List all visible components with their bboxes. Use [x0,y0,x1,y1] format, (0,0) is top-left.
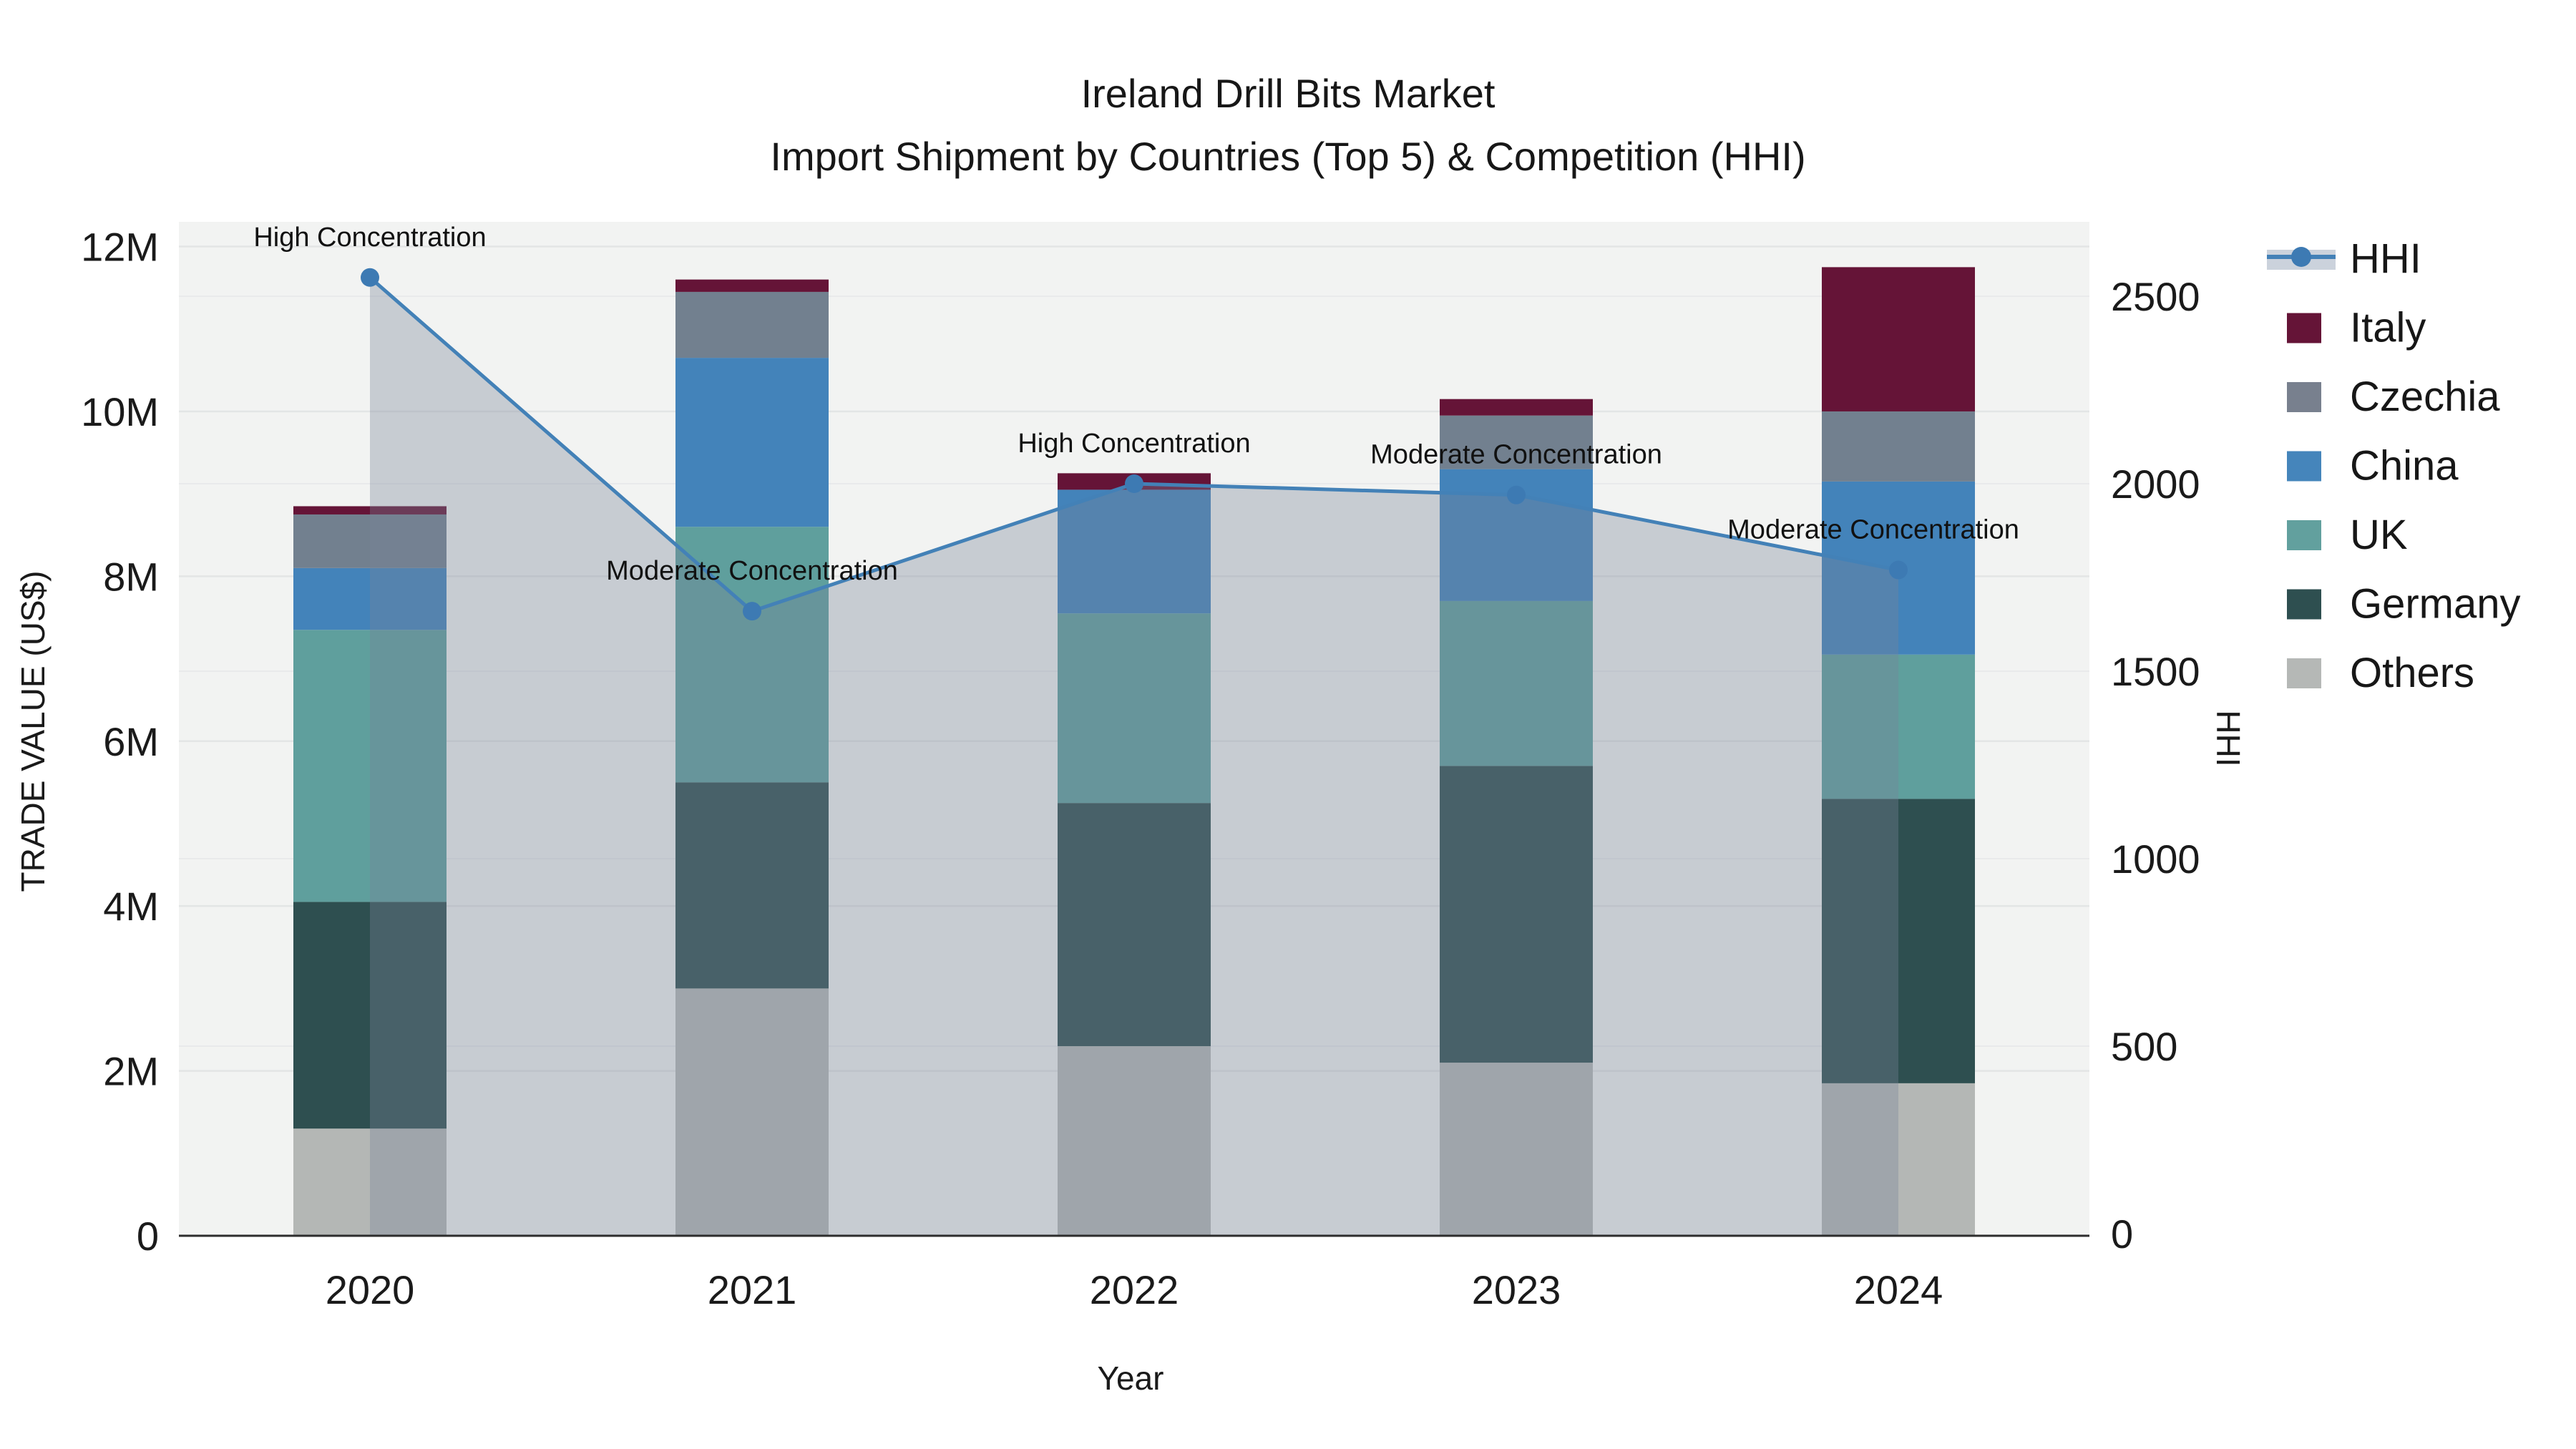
annotation-2022: High Concentration [1018,429,1250,459]
bar-segment-germany-2024[interactable] [1822,799,1975,1083]
y-left-tick: 10M [81,389,159,434]
bar-segment-uk-2024[interactable] [1822,654,1975,799]
y-left-tick: 2M [103,1049,159,1094]
legend-label-italy: Italy [2350,305,2426,351]
bar-segment-others-2020[interactable] [293,1128,447,1236]
y-left-tick: 0 [137,1214,159,1259]
bar-segment-italy-2024[interactable] [1822,267,1975,411]
y-left-tick: 4M [103,884,159,929]
hhi-marker-2020[interactable] [361,268,379,287]
legend-item-others[interactable]: Others [2287,650,2474,696]
bar-segment-others-2023[interactable] [1440,1063,1593,1236]
hhi-marker-2021[interactable] [743,602,761,621]
bar-segment-others-2022[interactable] [1058,1046,1211,1236]
bar-segment-germany-2022[interactable] [1058,803,1211,1047]
legend-item-hhi[interactable]: HHI [2267,235,2421,282]
y-left-tick: 12M [81,225,159,270]
y-right-tick: 2500 [2111,274,2200,319]
x-tick-2022: 2022 [1090,1267,1179,1312]
legend-swatch-others [2287,658,2321,688]
bar-segment-uk-2023[interactable] [1440,600,1593,766]
hhi-marker-2024[interactable] [1889,560,1908,580]
legend-swatch-china [2287,451,2321,482]
y-left-tick: 6M [103,719,159,764]
chart-title-line-1: Ireland Drill Bits Market [1080,71,1496,116]
legend-item-china[interactable]: China [2287,443,2459,489]
legend-swatch-italy [2287,313,2321,343]
bar-segment-uk-2021[interactable] [675,527,829,783]
legend-item-uk[interactable]: UK [2287,512,2408,558]
y-right-tick: 1500 [2111,649,2200,694]
bar-segment-czechia-2024[interactable] [1822,411,1975,482]
annotation-2021: Moderate Concentration [606,556,898,586]
bar-segment-italy-2023[interactable] [1440,399,1593,416]
y-left-axis-title: TRADE VALUE (US$) [14,570,52,892]
bar-segment-others-2024[interactable] [1822,1083,1975,1236]
y-right-tick: 2000 [2111,462,2200,507]
x-tick-2021: 2021 [708,1267,797,1312]
bar-segment-china-2021[interactable] [675,358,829,527]
legend-swatch-uk [2287,520,2321,550]
bar-segment-uk-2022[interactable] [1058,613,1211,804]
legend-label-china: China [2350,443,2459,489]
x-axis-title: Year [1098,1360,1164,1397]
hhi-area-fill [370,277,1898,1236]
annotation-2024: Moderate Concentration [1727,515,2019,545]
hhi-legend-marker [2291,247,2311,267]
legend-item-germany[interactable]: Germany [2287,581,2521,628]
y-right-axis-title: HHI [2210,710,2247,766]
annotation-2020: High Concentration [253,223,486,253]
bar-segment-germany-2021[interactable] [675,782,829,989]
bar-segment-czechia-2020[interactable] [293,514,447,568]
hhi-marker-2023[interactable] [1507,485,1526,504]
legend-label-czechia: Czechia [2350,374,2500,420]
bar-segment-others-2021[interactable] [675,988,829,1236]
legend-label-hhi: HHI [2350,235,2421,282]
bar-segment-italy-2021[interactable] [675,279,829,292]
legend-label-germany: Germany [2350,581,2521,628]
bar-segment-china-2020[interactable] [293,567,447,630]
chart-title-line-2: Import Shipment by Countries (Top 5) & C… [770,134,1806,179]
bar-segment-germany-2023[interactable] [1440,766,1593,1063]
legend-item-czechia[interactable]: Czechia [2287,374,2500,420]
x-tick-2024: 2024 [1854,1267,1943,1312]
hhi-marker-2022[interactable] [1125,474,1143,493]
y-left-tick: 8M [103,554,159,599]
legend-label-others: Others [2350,650,2474,696]
legend-label-uk: UK [2350,512,2408,558]
bar-segment-italy-2020[interactable] [293,506,447,514]
annotation-2023: Moderate Concentration [1370,440,1662,470]
bar-segment-czechia-2023[interactable] [1440,415,1593,469]
y-right-tick: 500 [2111,1024,2177,1069]
y-right-tick: 0 [2111,1211,2133,1257]
x-tick-2020: 2020 [326,1267,415,1312]
legend-swatch-germany [2287,589,2321,620]
x-tick-2023: 2023 [1472,1267,1561,1312]
y-right-tick: 1000 [2111,836,2200,882]
bar-segment-czechia-2021[interactable] [675,291,829,358]
legend-item-italy[interactable]: Italy [2287,305,2426,351]
legend-swatch-czechia [2287,382,2321,412]
bar-segment-uk-2020[interactable] [293,630,447,902]
bar-segment-china-2022[interactable] [1058,489,1211,614]
bar-segment-germany-2020[interactable] [293,902,447,1129]
